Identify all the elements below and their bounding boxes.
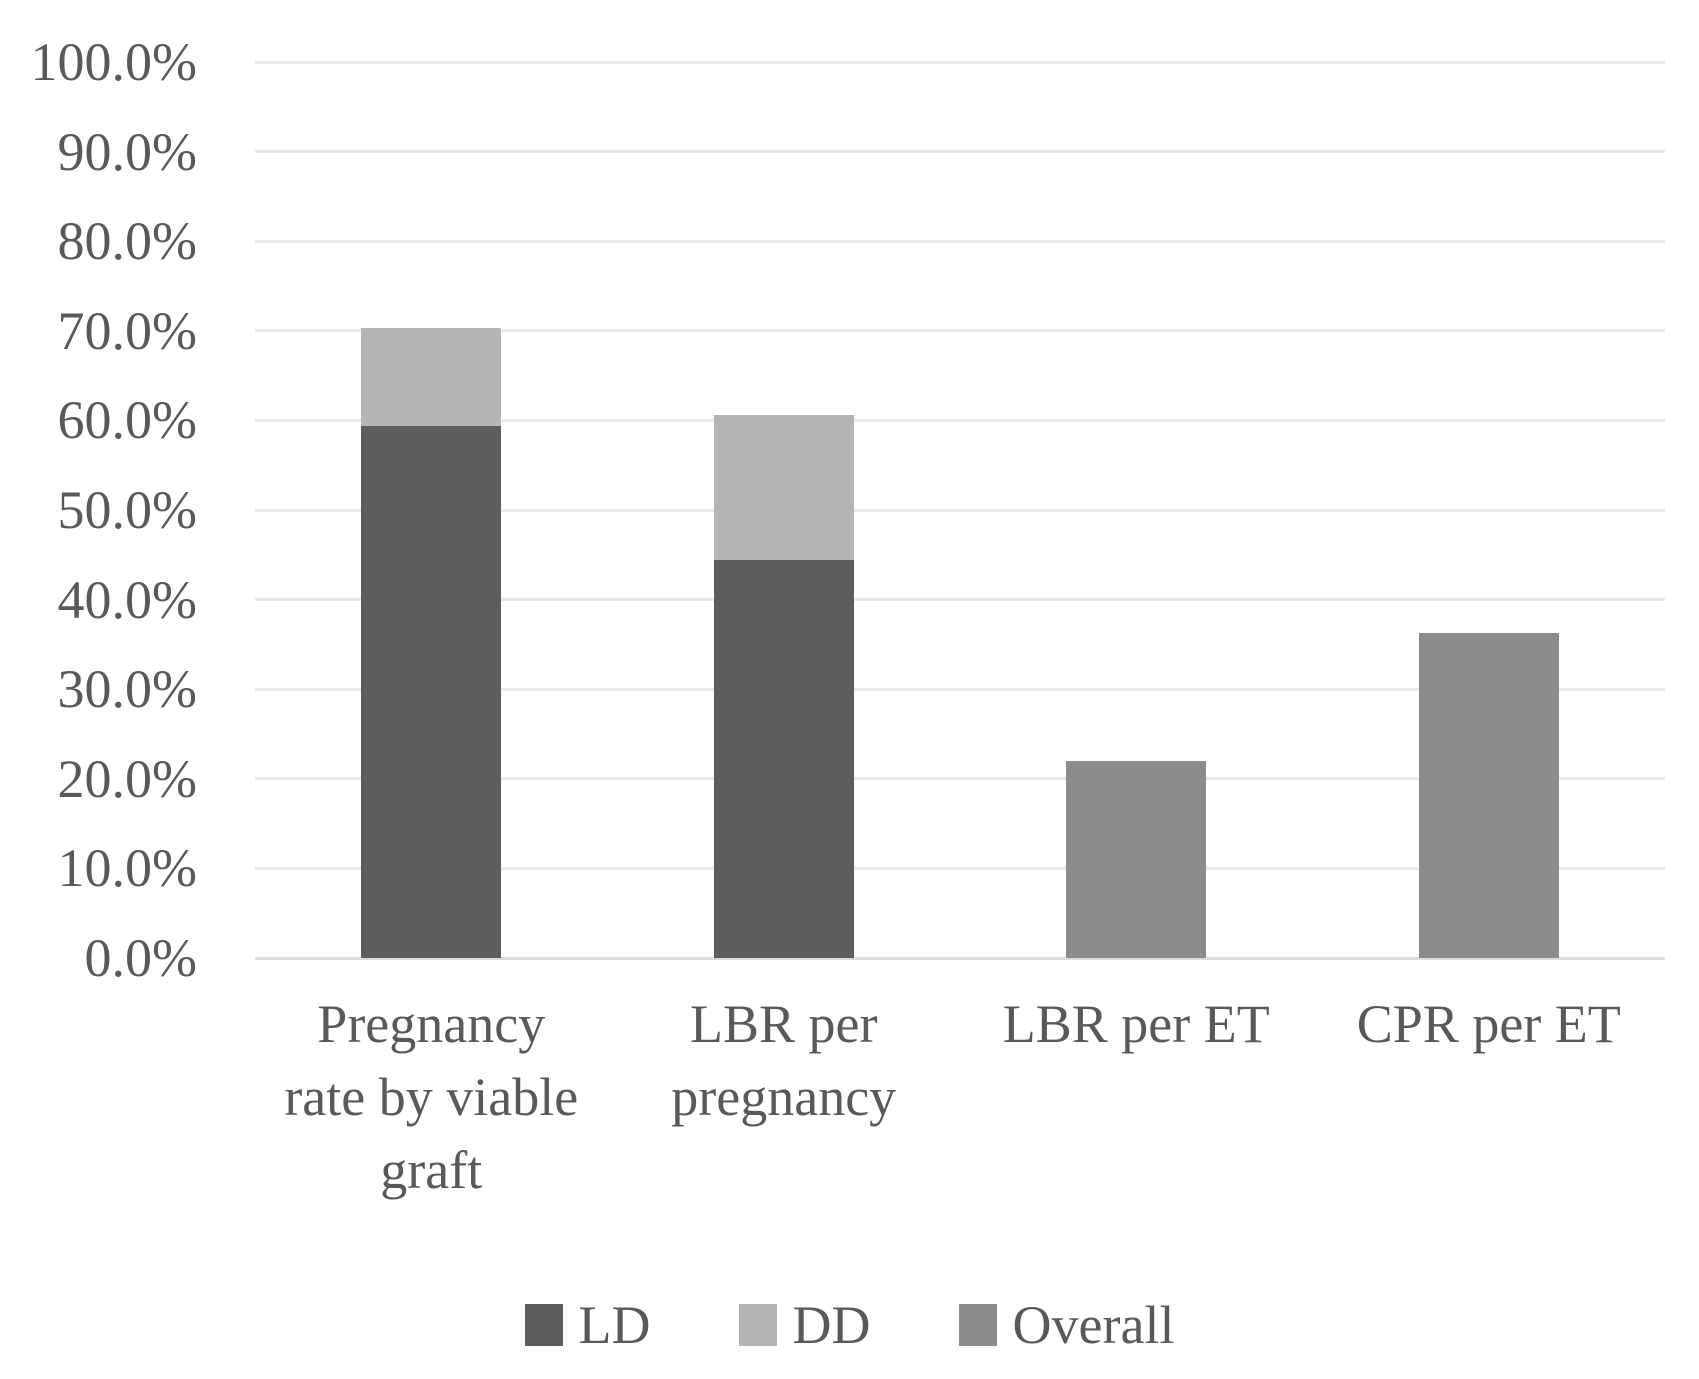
- plot-area: [255, 60, 1665, 960]
- legend-swatch-icon: [958, 1304, 997, 1346]
- legend-swatch-icon: [738, 1304, 777, 1346]
- y-tick-label: 100.0%: [30, 32, 197, 92]
- legend-swatch-icon: [524, 1304, 563, 1346]
- y-tick-label: 20.0%: [57, 748, 197, 809]
- legend-label: DD: [792, 1295, 871, 1355]
- gridline: [255, 150, 1665, 154]
- y-axis-tick-labels: 0.0% 10.0% 20.0% 30.0% 40.0% 50.0% 60.0% 70.0% 8…: [0, 35, 197, 985]
- y-tick-label: 90.0%: [57, 121, 197, 182]
- y-tick-label: 0.0%: [84, 928, 197, 988]
- gridline: [255, 777, 1665, 781]
- x-axis-baseline: [255, 956, 1665, 960]
- legend-item-overall: Overall: [958, 1295, 1175, 1355]
- gridline: [255, 866, 1665, 870]
- legend-item-dd: DD: [738, 1295, 871, 1355]
- legend-label: LD: [578, 1295, 651, 1355]
- y-tick-label: 50.0%: [57, 480, 197, 540]
- bar-segment-ld-2: [713, 560, 854, 958]
- gridline: [255, 418, 1665, 422]
- y-tick-label: 40.0%: [57, 569, 197, 630]
- bar-segment-overall-4: [1418, 632, 1559, 958]
- y-tick-label: 80.0%: [57, 211, 197, 272]
- x-category-label: LBR per pregnancy: [671, 994, 897, 1127]
- y-tick-label: 10.0%: [57, 838, 197, 899]
- bar-segment-ld-1: [361, 425, 502, 958]
- bar-segment-dd-2: [713, 415, 854, 561]
- x-category-label: Pregnancy rate by viable graft: [284, 994, 579, 1200]
- legend-label: Overall: [1012, 1295, 1175, 1355]
- x-category-label: LBR per ET: [1002, 994, 1270, 1054]
- y-tick-label: 30.0%: [57, 659, 197, 720]
- y-tick-label: 70.0%: [57, 300, 197, 361]
- gridline: [255, 239, 1665, 243]
- gridline: [255, 508, 1665, 512]
- gridline: [255, 598, 1665, 602]
- bar-segment-overall-3: [1066, 760, 1207, 958]
- y-tick-label: 60.0%: [57, 390, 197, 451]
- chart-legend: LD DD Overall: [0, 1298, 1699, 1352]
- x-axis-category-labels: Pregnancy rate by viable graft LBR per pr…: [255, 988, 1665, 1218]
- gridline: [255, 687, 1665, 691]
- legend-item-ld: LD: [524, 1295, 651, 1355]
- gridline: [255, 329, 1665, 333]
- x-category-label: CPR per ET: [1356, 994, 1621, 1054]
- gridline: [255, 60, 1665, 64]
- bar-segment-dd-1: [361, 328, 502, 426]
